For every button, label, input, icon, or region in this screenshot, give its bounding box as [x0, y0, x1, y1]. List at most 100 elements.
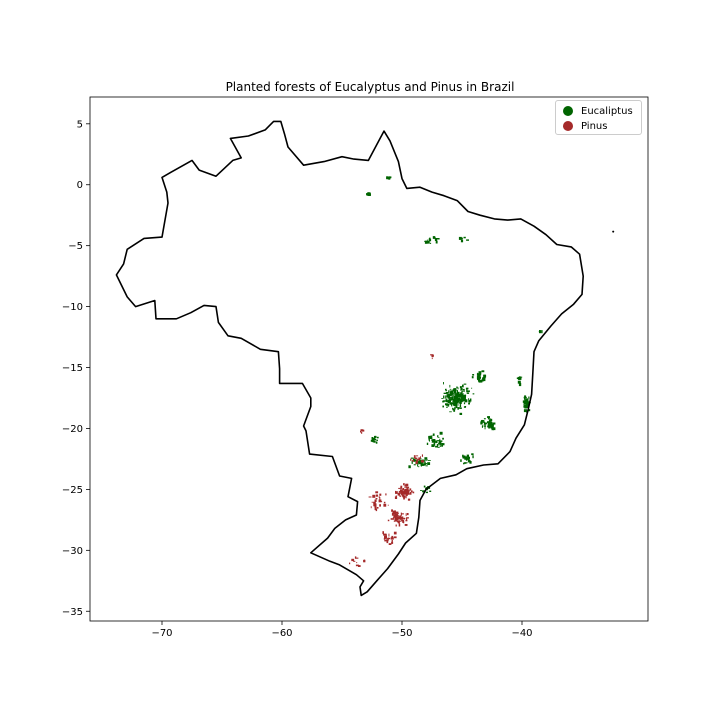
forest-patch	[460, 238, 463, 240]
forest-patch	[466, 457, 469, 460]
pinus-cluster-7	[430, 354, 434, 360]
forest-patch	[517, 380, 521, 384]
forest-patch	[472, 374, 475, 376]
forest-patch	[487, 423, 489, 426]
forest-patch	[428, 435, 431, 439]
forest-patch	[459, 386, 462, 389]
forest-patch	[457, 387, 459, 390]
forest-patch	[433, 440, 435, 443]
forest-patch	[410, 457, 414, 459]
forest-patch	[388, 543, 392, 545]
y-tick-label: −15	[62, 363, 83, 374]
forest-patch	[384, 539, 388, 542]
eucaliptus-cluster-4	[426, 431, 445, 448]
forest-patch	[376, 439, 378, 441]
forest-patch	[478, 379, 482, 383]
forest-patch	[417, 459, 419, 461]
forest-patch	[405, 490, 407, 494]
forest-patch	[487, 417, 490, 420]
eucaliptus-cluster-2	[471, 370, 487, 383]
forest-patch	[399, 495, 402, 497]
forest-patch	[450, 392, 453, 396]
forest-patch	[472, 455, 474, 459]
forest-patch	[424, 463, 428, 465]
forest-patch	[460, 388, 463, 390]
forest-patch	[472, 393, 475, 395]
forest-patch	[447, 400, 451, 402]
forest-patch	[387, 504, 389, 506]
forest-patch	[526, 401, 530, 403]
forest-patch	[492, 422, 496, 425]
forest-patch	[464, 394, 466, 398]
forest-patch	[448, 390, 450, 394]
forest-patch	[489, 422, 493, 425]
forest-patch	[374, 439, 377, 441]
forest-patch	[399, 520, 401, 522]
forest-patch	[432, 236, 436, 239]
forest-patch	[431, 354, 434, 357]
forest-patch	[477, 373, 480, 376]
eucaliptus-cluster-12	[538, 330, 543, 334]
forest-patch	[525, 398, 529, 402]
forest-patch	[471, 453, 474, 456]
forest-patch	[379, 493, 382, 496]
forest-patch	[446, 394, 450, 398]
forest-patch	[461, 391, 463, 393]
x-tick-label: −60	[271, 628, 292, 639]
forest-patch	[424, 459, 428, 461]
legend-item-eucaliptus: Eucaliptus	[563, 104, 633, 118]
forest-patch	[420, 456, 421, 459]
forest-patch	[489, 425, 493, 428]
forest-patch	[453, 388, 457, 391]
forest-patch	[455, 400, 459, 403]
forest-patch	[422, 490, 426, 493]
forest-patch	[538, 331, 541, 333]
forest-patch	[490, 424, 494, 427]
forest-patch	[396, 514, 399, 516]
pinus-cluster-6	[360, 429, 365, 434]
forest-patch	[523, 402, 527, 404]
forest-patch	[445, 392, 449, 394]
y-tick-label: −20	[62, 424, 83, 435]
forest-patch	[455, 405, 458, 409]
eucaliptus-cluster-10	[424, 236, 440, 244]
forest-patch	[471, 376, 474, 379]
forest-patch	[484, 422, 487, 424]
series-pinus	[349, 354, 434, 567]
forest-patch	[371, 501, 375, 503]
forest-patch	[524, 395, 527, 398]
forest-patch	[403, 483, 405, 486]
forest-patch	[393, 517, 394, 520]
legend-label-eucaliptus: Eucaliptus	[581, 105, 633, 117]
forest-patch	[452, 398, 455, 400]
legend-item-pinus: Pinus	[563, 119, 607, 133]
forest-patch	[493, 427, 496, 431]
forest-patch	[443, 382, 444, 385]
forest-patch	[459, 395, 461, 399]
island-0	[612, 230, 615, 233]
forest-patch	[461, 397, 465, 400]
forest-patch	[378, 499, 382, 503]
forest-patch	[373, 438, 376, 440]
forest-patch	[454, 403, 457, 407]
forest-patch	[398, 487, 401, 489]
forest-patch	[375, 508, 378, 512]
forest-patch	[408, 490, 411, 492]
forest-patch	[410, 458, 412, 461]
forest-patch	[417, 461, 420, 463]
forest-patch	[383, 503, 387, 507]
forest-patch	[487, 416, 490, 418]
forest-patch	[453, 409, 456, 412]
forest-patch	[400, 515, 401, 519]
forest-patch	[403, 491, 406, 493]
forest-patch	[385, 533, 387, 537]
forest-patch	[458, 407, 461, 409]
forest-patch	[395, 511, 399, 514]
forest-patch	[519, 382, 521, 385]
forest-patch	[374, 505, 377, 508]
forest-patch	[459, 402, 462, 404]
forest-patch	[434, 238, 438, 241]
forest-patch	[435, 440, 438, 444]
forest-patch	[401, 492, 404, 495]
forest-patch	[405, 483, 409, 487]
